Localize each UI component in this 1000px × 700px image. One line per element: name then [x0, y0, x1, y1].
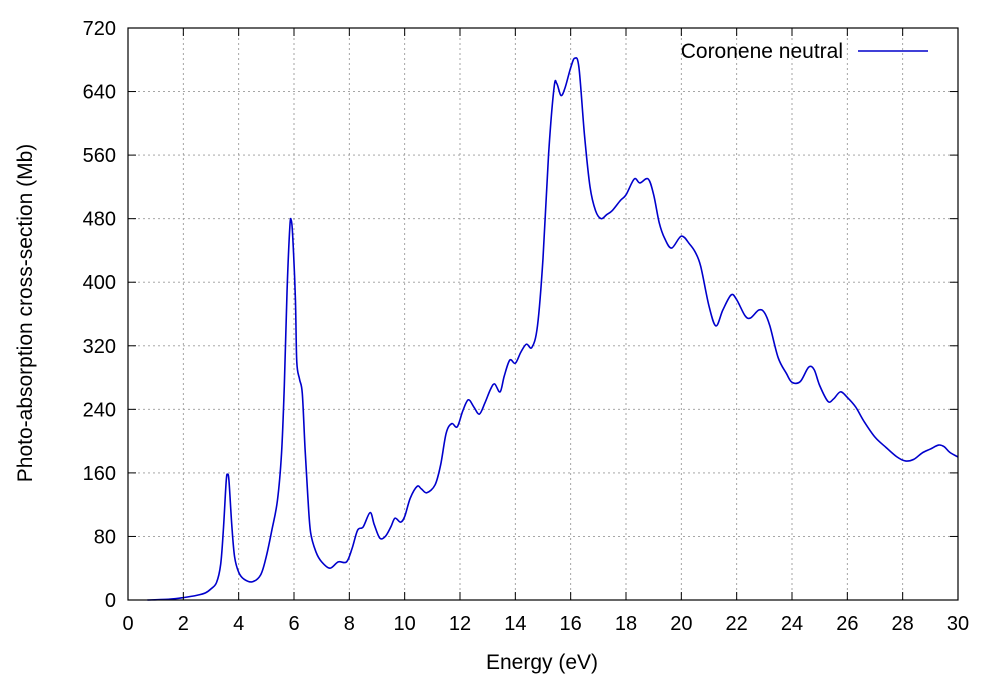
- y-tick-label: 560: [83, 145, 116, 167]
- y-tick-label: 160: [83, 463, 116, 485]
- x-tick-label: 28: [892, 613, 914, 635]
- y-tick-label: 320: [83, 336, 116, 358]
- x-tick-label: 10: [394, 613, 416, 635]
- x-axis-tick-labels: 0 2 4 6 8 10 12 14 16 18 20 22 24 26 28 30: [122, 613, 969, 635]
- grid: [128, 28, 958, 600]
- x-tick-label: 14: [504, 613, 526, 635]
- series-line-coronene-neutral: [147, 57, 959, 601]
- x-tick-label: 4: [233, 613, 244, 635]
- axis-ticks: [127, 27, 959, 601]
- x-tick-label: 6: [288, 613, 299, 635]
- x-tick-label: 12: [449, 613, 471, 635]
- y-tick-label: 640: [83, 82, 116, 104]
- x-tick-label: 8: [344, 613, 355, 635]
- x-axis-label: Energy (eV): [486, 651, 598, 674]
- x-tick-label: 2: [178, 613, 189, 635]
- legend: Coronene neutral: [681, 40, 928, 63]
- y-tick-label: 400: [83, 272, 116, 294]
- y-tick-label: 80: [94, 526, 116, 548]
- y-axis-tick-labels: 0 80 160 240 320 400 480 560 640 720: [83, 18, 116, 612]
- x-tick-label: 24: [781, 613, 803, 635]
- series-layer: [147, 57, 959, 601]
- x-tick-label: 22: [726, 613, 748, 635]
- x-tick-label: 0: [122, 613, 133, 635]
- x-tick-label: 18: [615, 613, 637, 635]
- y-tick-label: 240: [83, 399, 116, 421]
- plot-area-frame: [127, 27, 959, 601]
- legend-label-coronene-neutral: Coronene neutral: [681, 40, 843, 63]
- y-tick-label: 480: [83, 209, 116, 231]
- x-tick-label: 26: [836, 613, 858, 635]
- x-tick-label: 16: [560, 613, 582, 635]
- x-tick-label: 30: [947, 613, 969, 635]
- x-tick-label: 20: [670, 613, 692, 635]
- y-tick-label: 720: [83, 18, 116, 40]
- y-axis-label: Photo-absorption cross-section (Mb): [14, 144, 37, 482]
- y-tick-label: 0: [105, 590, 116, 612]
